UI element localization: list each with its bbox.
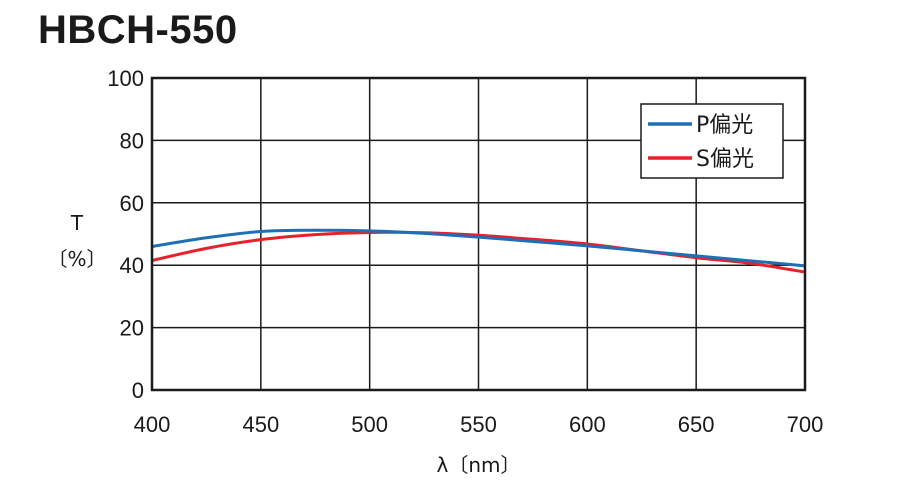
x-tick-label-700: 700 [787, 412, 824, 437]
legend-label-s-polarized: S偏光 [696, 147, 754, 172]
y-tick-label-100: 100 [107, 66, 144, 91]
legend-label-p-polarized: P偏光 [696, 113, 753, 138]
x-tick-label-400: 400 [134, 412, 171, 437]
plot-frame [150, 76, 807, 392]
x-tick-labels: 400 450 500 550 600 650 700 [134, 412, 824, 437]
series-line-p-polarized [151, 228, 806, 268]
y-tick-label-0: 0 [132, 378, 144, 403]
x-tick-label-650: 650 [678, 412, 715, 437]
x-tick-label-600: 600 [569, 412, 606, 437]
x-axis-label: λ〔nm〕 [437, 453, 521, 477]
series-group [151, 228, 806, 274]
y-tick-labels: 0 20 40 60 80 100 [107, 66, 144, 403]
y-tick-label-60: 60 [120, 191, 144, 216]
legend: P偏光 S偏光 [640, 103, 784, 179]
x-tick-label-450: 450 [242, 412, 279, 437]
chart-title: HBCH-550 [38, 8, 238, 52]
legend-box [640, 103, 784, 179]
y-tick-label-20: 20 [120, 316, 144, 341]
x-tick-label-500: 500 [351, 412, 388, 437]
series-line-s-polarized [151, 230, 806, 274]
y-tick-label-80: 80 [120, 128, 144, 153]
y-tick-label-40: 40 [120, 253, 144, 278]
y-axis-label-line2: 〔%〕 [47, 247, 106, 271]
y-axis-label-line1: T [70, 211, 84, 235]
x-tick-label-550: 550 [460, 412, 497, 437]
